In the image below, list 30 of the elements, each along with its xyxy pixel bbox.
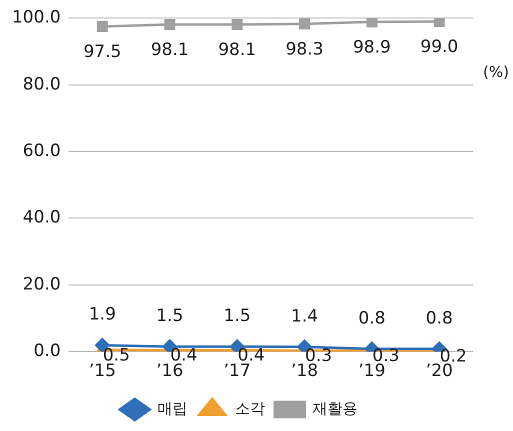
- data-label: 98.1: [150, 40, 189, 60]
- y-tick-label: 80.0: [22, 74, 61, 94]
- data-label: 0.8: [426, 308, 453, 328]
- legend-label: 소각: [234, 399, 265, 418]
- point: [434, 18, 445, 28]
- x-tick-label: ’15: [88, 361, 116, 382]
- y-tick-label: 20.0: [22, 274, 61, 294]
- data-label: 98.3: [286, 39, 324, 60]
- data-label: 97.5: [83, 42, 122, 62]
- data-label: 1.5: [224, 306, 251, 326]
- point: [164, 19, 176, 30]
- y-tick-label: 40.0: [22, 208, 61, 228]
- data-label: 1.4: [291, 306, 318, 326]
- data-label: 98.9: [352, 37, 391, 58]
- data-label: 1.9: [88, 304, 116, 325]
- point: [232, 19, 243, 30]
- y-tick-label: 100.0: [12, 8, 61, 28]
- text: (%): [483, 63, 509, 82]
- data-label: 99.0: [420, 36, 458, 57]
- data-label: 1.5: [156, 306, 184, 326]
- legend-label: 매립: [157, 399, 188, 418]
- point: [299, 18, 310, 30]
- data-label: 0.8: [358, 308, 386, 328]
- data-label: 98.1: [218, 40, 256, 60]
- x-tick-label: ’17: [224, 361, 251, 382]
- y-tick-label: 60.0: [22, 140, 61, 161]
- point: [366, 18, 378, 28]
- point: [96, 21, 108, 32]
- y-tick-label: 0.0: [34, 341, 61, 362]
- legend-label: 재활용: [312, 399, 358, 418]
